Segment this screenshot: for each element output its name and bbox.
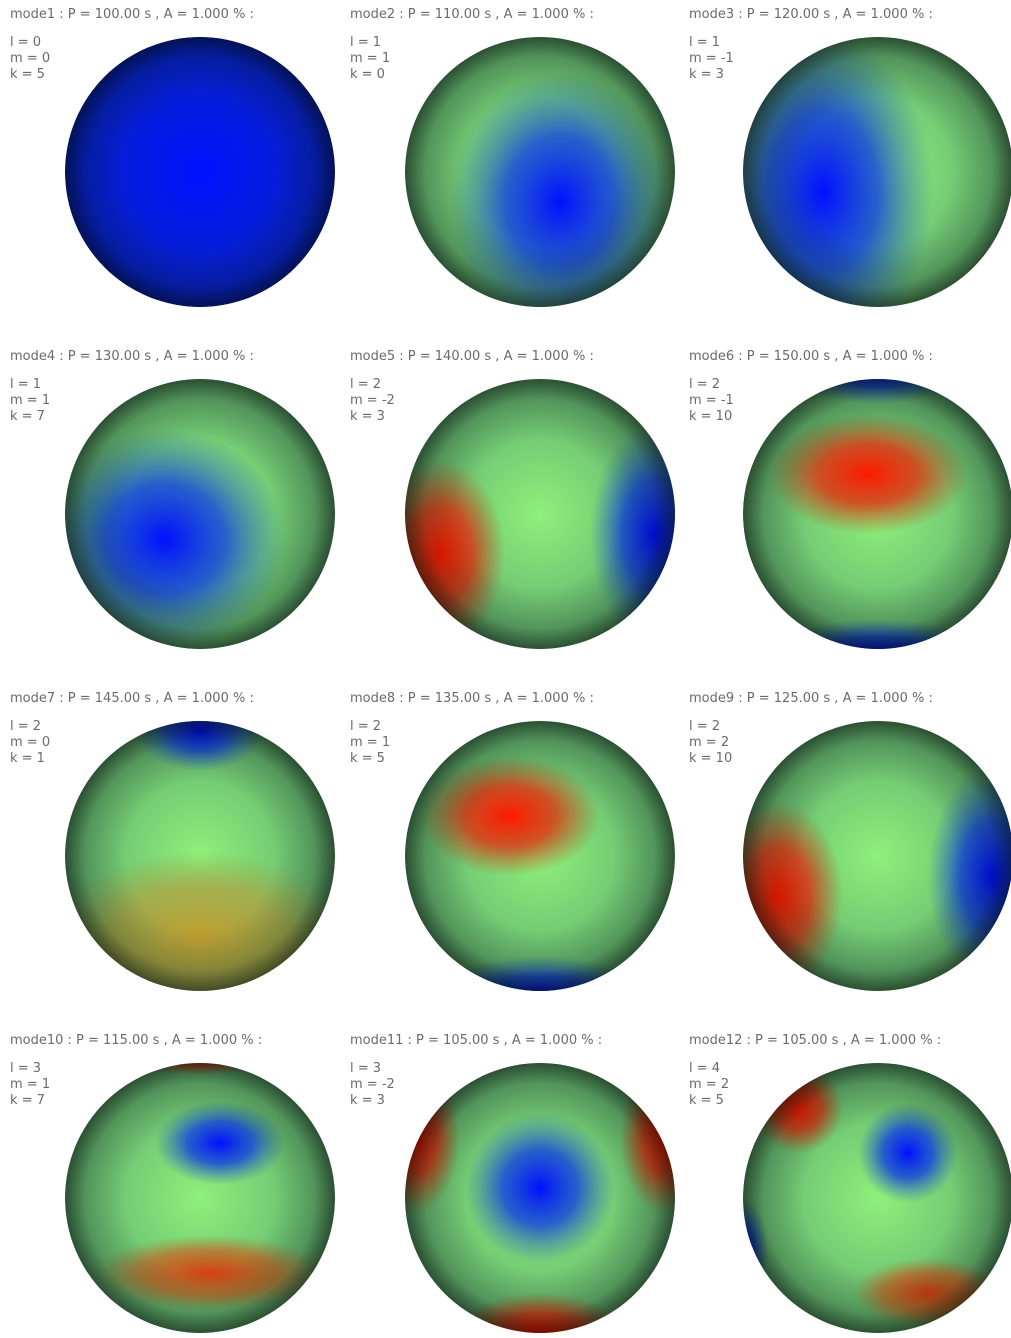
sphere-shade xyxy=(743,721,1011,991)
sphere-shade xyxy=(65,1063,335,1333)
sphere xyxy=(405,37,675,307)
mode-title: mode3 : P = 120.00 s , A = 1.000 % : xyxy=(689,7,933,22)
order-m: m = -1 xyxy=(689,51,734,66)
mode-panel: mode8 : P = 135.00 s , A = 1.000 % : l = … xyxy=(350,691,675,991)
mode-panel: mode12 : P = 105.00 s , A = 1.000 % : l =… xyxy=(689,1033,1011,1333)
sphere xyxy=(743,1063,1011,1333)
order-m: m = 1 xyxy=(350,735,390,750)
radial-k: k = 1 xyxy=(10,751,45,766)
sphere-shade xyxy=(743,379,1011,649)
mode-title: mode9 : P = 125.00 s , A = 1.000 % : xyxy=(689,691,933,706)
mode-title: mode5 : P = 140.00 s , A = 1.000 % : xyxy=(350,349,594,364)
degree-l: l = 2 xyxy=(10,719,41,734)
degree-l: l = 3 xyxy=(10,1061,41,1076)
sphere xyxy=(743,379,1011,649)
mode-panel: mode9 : P = 125.00 s , A = 1.000 % : l = … xyxy=(689,691,1011,991)
order-m: m = -1 xyxy=(689,393,734,408)
order-m: m = 0 xyxy=(10,51,50,66)
mode-title: mode10 : P = 115.00 s , A = 1.000 % : xyxy=(10,1033,262,1048)
radial-k: k = 5 xyxy=(689,1093,724,1108)
mode-panel: mode5 : P = 140.00 s , A = 1.000 % : l = … xyxy=(350,349,675,649)
mode-title: mode1 : P = 100.00 s , A = 1.000 % : xyxy=(10,7,254,22)
mode-panel: mode3 : P = 120.00 s , A = 1.000 % : l = … xyxy=(689,7,1011,307)
radial-k: k = 5 xyxy=(350,751,385,766)
order-m: m = 2 xyxy=(689,1077,729,1092)
degree-l: l = 2 xyxy=(350,719,381,734)
sphere-shade xyxy=(65,721,335,991)
sphere xyxy=(743,37,1011,307)
sphere-shade xyxy=(405,37,675,307)
radial-k: k = 7 xyxy=(10,1093,45,1108)
sphere xyxy=(405,1063,675,1333)
degree-l: l = 2 xyxy=(689,377,720,392)
radial-k: k = 5 xyxy=(10,67,45,82)
mode-panel: mode2 : P = 110.00 s , A = 1.000 % : l = … xyxy=(350,7,675,307)
mode-title: mode4 : P = 130.00 s , A = 1.000 % : xyxy=(10,349,254,364)
radial-k: k = 3 xyxy=(350,409,385,424)
sphere xyxy=(65,1063,335,1333)
degree-l: l = 1 xyxy=(10,377,41,392)
degree-l: l = 1 xyxy=(689,35,720,50)
mode-panel: mode10 : P = 115.00 s , A = 1.000 % : l =… xyxy=(10,1033,335,1333)
sphere-shade xyxy=(405,379,675,649)
order-m: m = 2 xyxy=(689,735,729,750)
sphere-shade xyxy=(65,379,335,649)
sphere xyxy=(65,379,335,649)
sphere-shade xyxy=(743,1063,1011,1333)
order-m: m = 0 xyxy=(10,735,50,750)
sphere xyxy=(65,721,335,991)
radial-k: k = 10 xyxy=(689,409,732,424)
sphere-shade xyxy=(405,721,675,991)
order-m: m = 1 xyxy=(10,393,50,408)
sphere-shade xyxy=(405,1063,675,1333)
radial-k: k = 3 xyxy=(689,67,724,82)
order-m: m = -2 xyxy=(350,1077,395,1092)
mode-panel: mode7 : P = 145.00 s , A = 1.000 % : l = … xyxy=(10,691,335,991)
order-m: m = 1 xyxy=(10,1077,50,1092)
radial-k: k = 7 xyxy=(10,409,45,424)
degree-l: l = 3 xyxy=(350,1061,381,1076)
sphere xyxy=(743,721,1011,991)
mode-title: mode2 : P = 110.00 s , A = 1.000 % : xyxy=(350,7,594,22)
mode-panel: mode11 : P = 105.00 s , A = 1.000 % : l =… xyxy=(350,1033,675,1333)
radial-k: k = 0 xyxy=(350,67,385,82)
sphere-shade xyxy=(743,37,1011,307)
mode-panel: mode4 : P = 130.00 s , A = 1.000 % : l = … xyxy=(10,349,335,649)
sphere-shade xyxy=(65,37,335,307)
degree-l: l = 4 xyxy=(689,1061,720,1076)
order-m: m = 1 xyxy=(350,51,390,66)
mode-title: mode12 : P = 105.00 s , A = 1.000 % : xyxy=(689,1033,941,1048)
mode-title: mode8 : P = 135.00 s , A = 1.000 % : xyxy=(350,691,594,706)
sphere xyxy=(65,37,335,307)
radial-k: k = 3 xyxy=(350,1093,385,1108)
mode-title: mode7 : P = 145.00 s , A = 1.000 % : xyxy=(10,691,254,706)
mode-panel: mode6 : P = 150.00 s , A = 1.000 % : l = … xyxy=(689,349,1011,649)
sphere xyxy=(405,379,675,649)
degree-l: l = 2 xyxy=(689,719,720,734)
mode-panel: mode1 : P = 100.00 s , A = 1.000 % : l = … xyxy=(10,7,335,307)
sphere xyxy=(405,721,675,991)
degree-l: l = 2 xyxy=(350,377,381,392)
mode-title: mode6 : P = 150.00 s , A = 1.000 % : xyxy=(689,349,933,364)
degree-l: l = 0 xyxy=(10,35,41,50)
order-m: m = -2 xyxy=(350,393,395,408)
mode-title: mode11 : P = 105.00 s , A = 1.000 % : xyxy=(350,1033,602,1048)
radial-k: k = 10 xyxy=(689,751,732,766)
degree-l: l = 1 xyxy=(350,35,381,50)
